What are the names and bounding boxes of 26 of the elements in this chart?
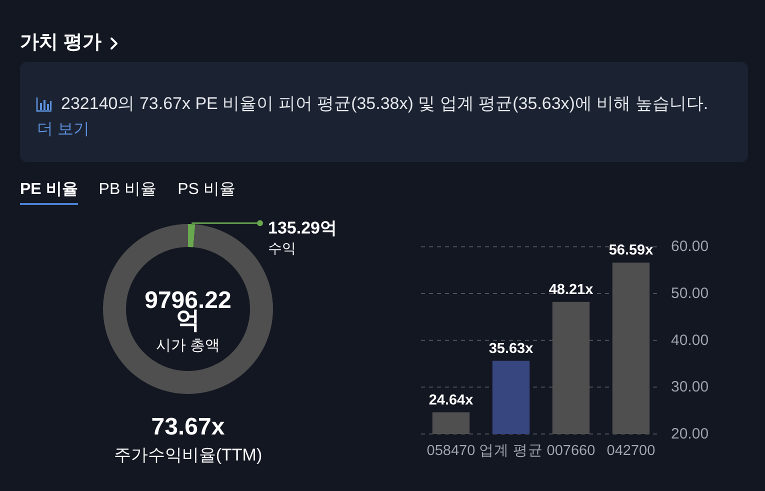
x-tick-label: 007660 bbox=[546, 443, 596, 459]
text: 73.67x bbox=[151, 414, 226, 440]
y-tick-label: 50.00 bbox=[671, 285, 709, 302]
data-label: 48.21x bbox=[548, 282, 594, 298]
data-label: 135.29억 bbox=[268, 218, 337, 238]
x-tick-label: 업계 평균 bbox=[478, 443, 544, 459]
x-tick-label: 042700 bbox=[606, 443, 656, 459]
text: 가치 평가 bbox=[20, 31, 102, 55]
data-label: 56.59x bbox=[608, 242, 654, 259]
y-tick-label: 20.00 bbox=[671, 426, 709, 442]
text: PB 비율 bbox=[98, 181, 157, 198]
slice-label: 시가 총액 bbox=[154, 337, 222, 355]
x-tick-label: 058470 bbox=[426, 443, 476, 459]
text: PE 비율 bbox=[20, 181, 78, 198]
text: 232140의 73.67x PE 비율이 피어 평균(35.38x) 및 업계 평균(35.63x)에 비해 높습니다. bbox=[61, 93, 708, 115]
donut-slice bbox=[188, 224, 196, 248]
text: 더 보기 bbox=[37, 120, 90, 140]
y-tick-label: 60.00 bbox=[671, 238, 709, 256]
data-label: 24.64x bbox=[428, 392, 474, 408]
legend-label: 수익 bbox=[268, 240, 296, 256]
text: 주가수익비율(TTM) bbox=[114, 446, 262, 464]
data-label: 9796.22억 bbox=[144, 290, 232, 334]
data-label: 35.63x bbox=[488, 340, 534, 357]
y-tick-label: 40.00 bbox=[671, 332, 709, 349]
text: PS 비율 bbox=[178, 181, 236, 198]
y-tick-label: 30.00 bbox=[671, 378, 709, 396]
